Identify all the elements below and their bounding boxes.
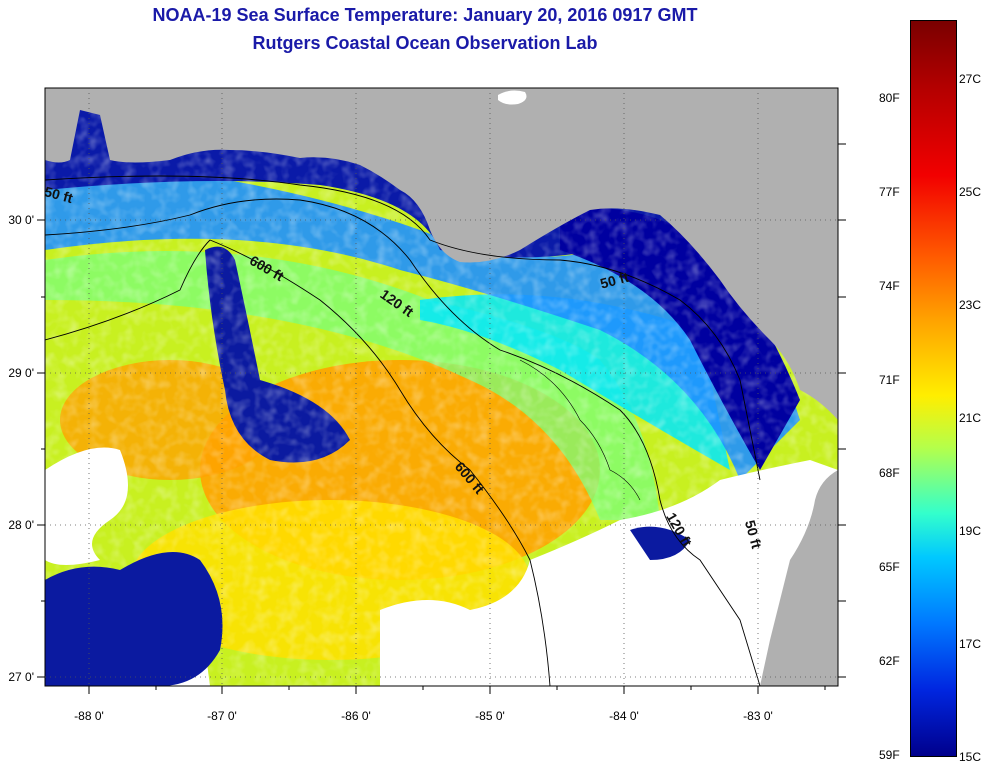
colorbar-label-c: 17C	[959, 637, 982, 651]
contour-120ft	[45, 198, 761, 686]
colorbar-label-f: 74F	[879, 279, 900, 293]
graticule	[45, 88, 838, 686]
chart-title: NOAA-19 Sea Surface Temperature: January…	[152, 5, 698, 25]
colorbar-label-f: 80F	[879, 91, 900, 105]
island-top	[498, 90, 527, 105]
colorbar-label-f: 71F	[879, 373, 900, 387]
lat-label: 27 0'	[8, 670, 34, 684]
lon-label: -84 0'	[609, 709, 639, 723]
map-frame	[44, 87, 839, 687]
lat-label: 29 0'	[8, 366, 34, 380]
colorbar-label-f: 65F	[879, 560, 900, 574]
lon-label: -86 0'	[341, 709, 371, 723]
lat-label: 30 0'	[8, 213, 34, 227]
temperature-colorbar	[910, 20, 957, 757]
contour-50ft	[45, 175, 761, 481]
land-florida-peninsula	[760, 470, 838, 686]
colorbar-label-c: 27C	[959, 72, 982, 86]
lon-label: -88 0'	[74, 709, 104, 723]
lat-label: 28 0'	[8, 518, 34, 532]
colorbar-label-c: 19C	[959, 524, 982, 538]
cold-patch-southwest	[45, 552, 223, 686]
chart-subtitle: Rutgers Coastal Ocean Observation Lab	[252, 33, 598, 53]
colorbar-label-f: 59F	[879, 748, 900, 762]
contour-label: 50 ft	[742, 518, 765, 550]
land-north-coast	[45, 88, 838, 420]
lon-label: -85 0'	[475, 709, 505, 723]
colorbar-label-f: 62F	[879, 654, 900, 668]
colorbar-label-c: 25C	[959, 185, 982, 199]
colorbar-label-f: 68F	[879, 466, 900, 480]
lon-label: -87 0'	[207, 709, 237, 723]
colorbar-label-c: 15C	[959, 750, 982, 764]
colorbar-label-f: 77F	[879, 185, 900, 199]
colorbar-label-c: 23C	[959, 298, 982, 312]
contour-600ft	[45, 239, 551, 686]
contour-label: 50 ft	[43, 183, 75, 206]
contour-label: 50 ft	[598, 269, 630, 292]
tick-marks	[37, 143, 846, 694]
lon-label: -83 0'	[743, 709, 773, 723]
colorbar-label-c: 21C	[959, 411, 982, 425]
contour-coastline-detail	[519, 359, 641, 501]
